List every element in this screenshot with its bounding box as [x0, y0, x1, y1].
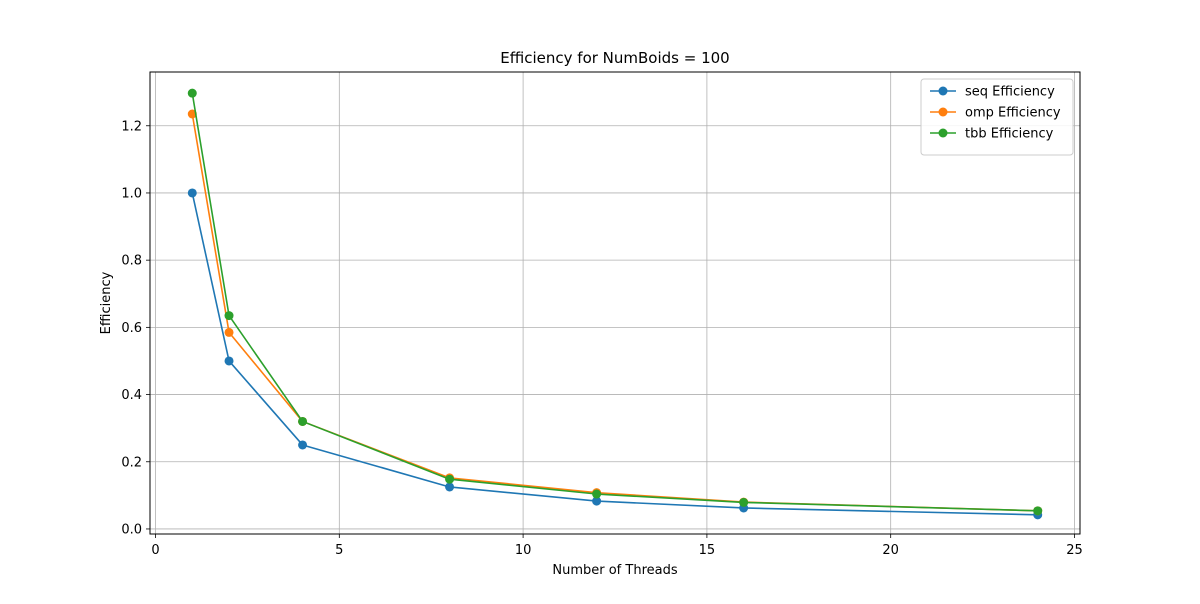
legend-marker: [938, 128, 948, 138]
plot-frame: [149, 71, 1081, 535]
x-tick-label: 10: [515, 543, 532, 558]
data-point: [187, 188, 197, 198]
legend-marker: [938, 86, 948, 96]
data-point: [224, 311, 234, 321]
data-point: [224, 327, 234, 337]
data-point: [224, 356, 234, 366]
data-point: [739, 497, 749, 507]
y-tick-label: 0.2: [121, 455, 142, 470]
x-tick-label: 15: [699, 543, 716, 558]
legend-label: tbb Efficiency: [965, 127, 1054, 142]
y-tick-label: 1.0: [121, 186, 142, 201]
y-tick-label: 0.4: [121, 388, 142, 403]
y-tick-label: 0.6: [121, 321, 142, 336]
legend-box: [920, 78, 1074, 156]
data-point: [1033, 506, 1043, 516]
data-point: [298, 416, 308, 426]
data-point: [592, 489, 602, 499]
x-tick-label: 0: [151, 543, 159, 558]
y-tick-label: 1.2: [121, 119, 142, 134]
y-axis-label: Efficiency: [99, 271, 114, 334]
legend-marker: [938, 107, 948, 117]
series-layer: [187, 88, 1043, 520]
x-tick-label: 20: [882, 543, 899, 558]
y-tick-label: 0.0: [121, 522, 142, 537]
y-tick-label: 0.8: [121, 254, 142, 269]
grid: [150, 72, 1080, 534]
legend-label: omp Efficiency: [965, 106, 1061, 121]
chart-title: Efficiency for NumBoids = 100: [500, 49, 729, 67]
legend-item: tbb Efficiency: [930, 127, 1054, 142]
data-point: [187, 109, 197, 119]
x-tick-label: 25: [1066, 543, 1083, 558]
legend: seq Efficiency omp Efficiency tbb Efficien…: [920, 78, 1074, 156]
legend-item: omp Efficiency: [930, 106, 1061, 121]
x-axis-label: Number of Threads: [552, 563, 677, 578]
legend-label: seq Efficiency: [965, 85, 1055, 100]
data-point: [592, 496, 602, 506]
x-tick-label: 5: [335, 543, 343, 558]
data-point: [298, 440, 308, 450]
data-point: [445, 482, 455, 492]
data-point: [445, 474, 455, 484]
data-point: [187, 88, 197, 98]
legend-item: seq Efficiency: [930, 85, 1055, 100]
series-2: [187, 88, 1043, 516]
ticks: 0 5 10 15 20 25 0.0 0.2 0.4 0.6 0.8 1.0 1.2: [121, 119, 1082, 558]
